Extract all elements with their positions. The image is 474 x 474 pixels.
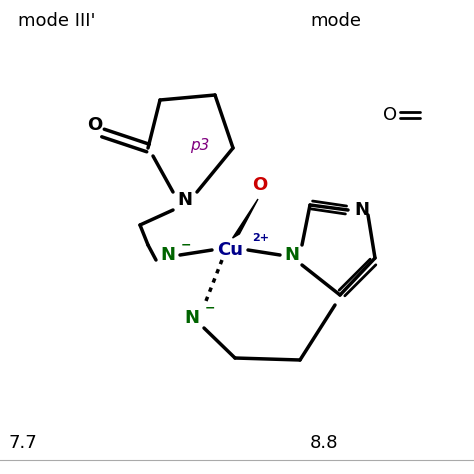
Text: −: − [181,238,191,252]
Text: mode III': mode III' [18,12,95,30]
Text: 8.8: 8.8 [310,434,338,452]
Polygon shape [233,199,258,238]
Text: p3: p3 [191,137,210,153]
Text: N: N [177,191,192,209]
Text: N: N [161,246,175,264]
Text: −: − [205,301,216,315]
Text: N: N [355,201,370,219]
Text: N: N [184,309,200,327]
Text: Cu: Cu [217,241,243,259]
Text: 2+: 2+ [252,233,269,243]
Text: O: O [383,106,397,124]
Text: N: N [284,246,300,264]
Text: 7.7: 7.7 [8,434,37,452]
Text: O: O [252,176,268,194]
Text: mode: mode [310,12,361,30]
Text: O: O [87,116,103,134]
